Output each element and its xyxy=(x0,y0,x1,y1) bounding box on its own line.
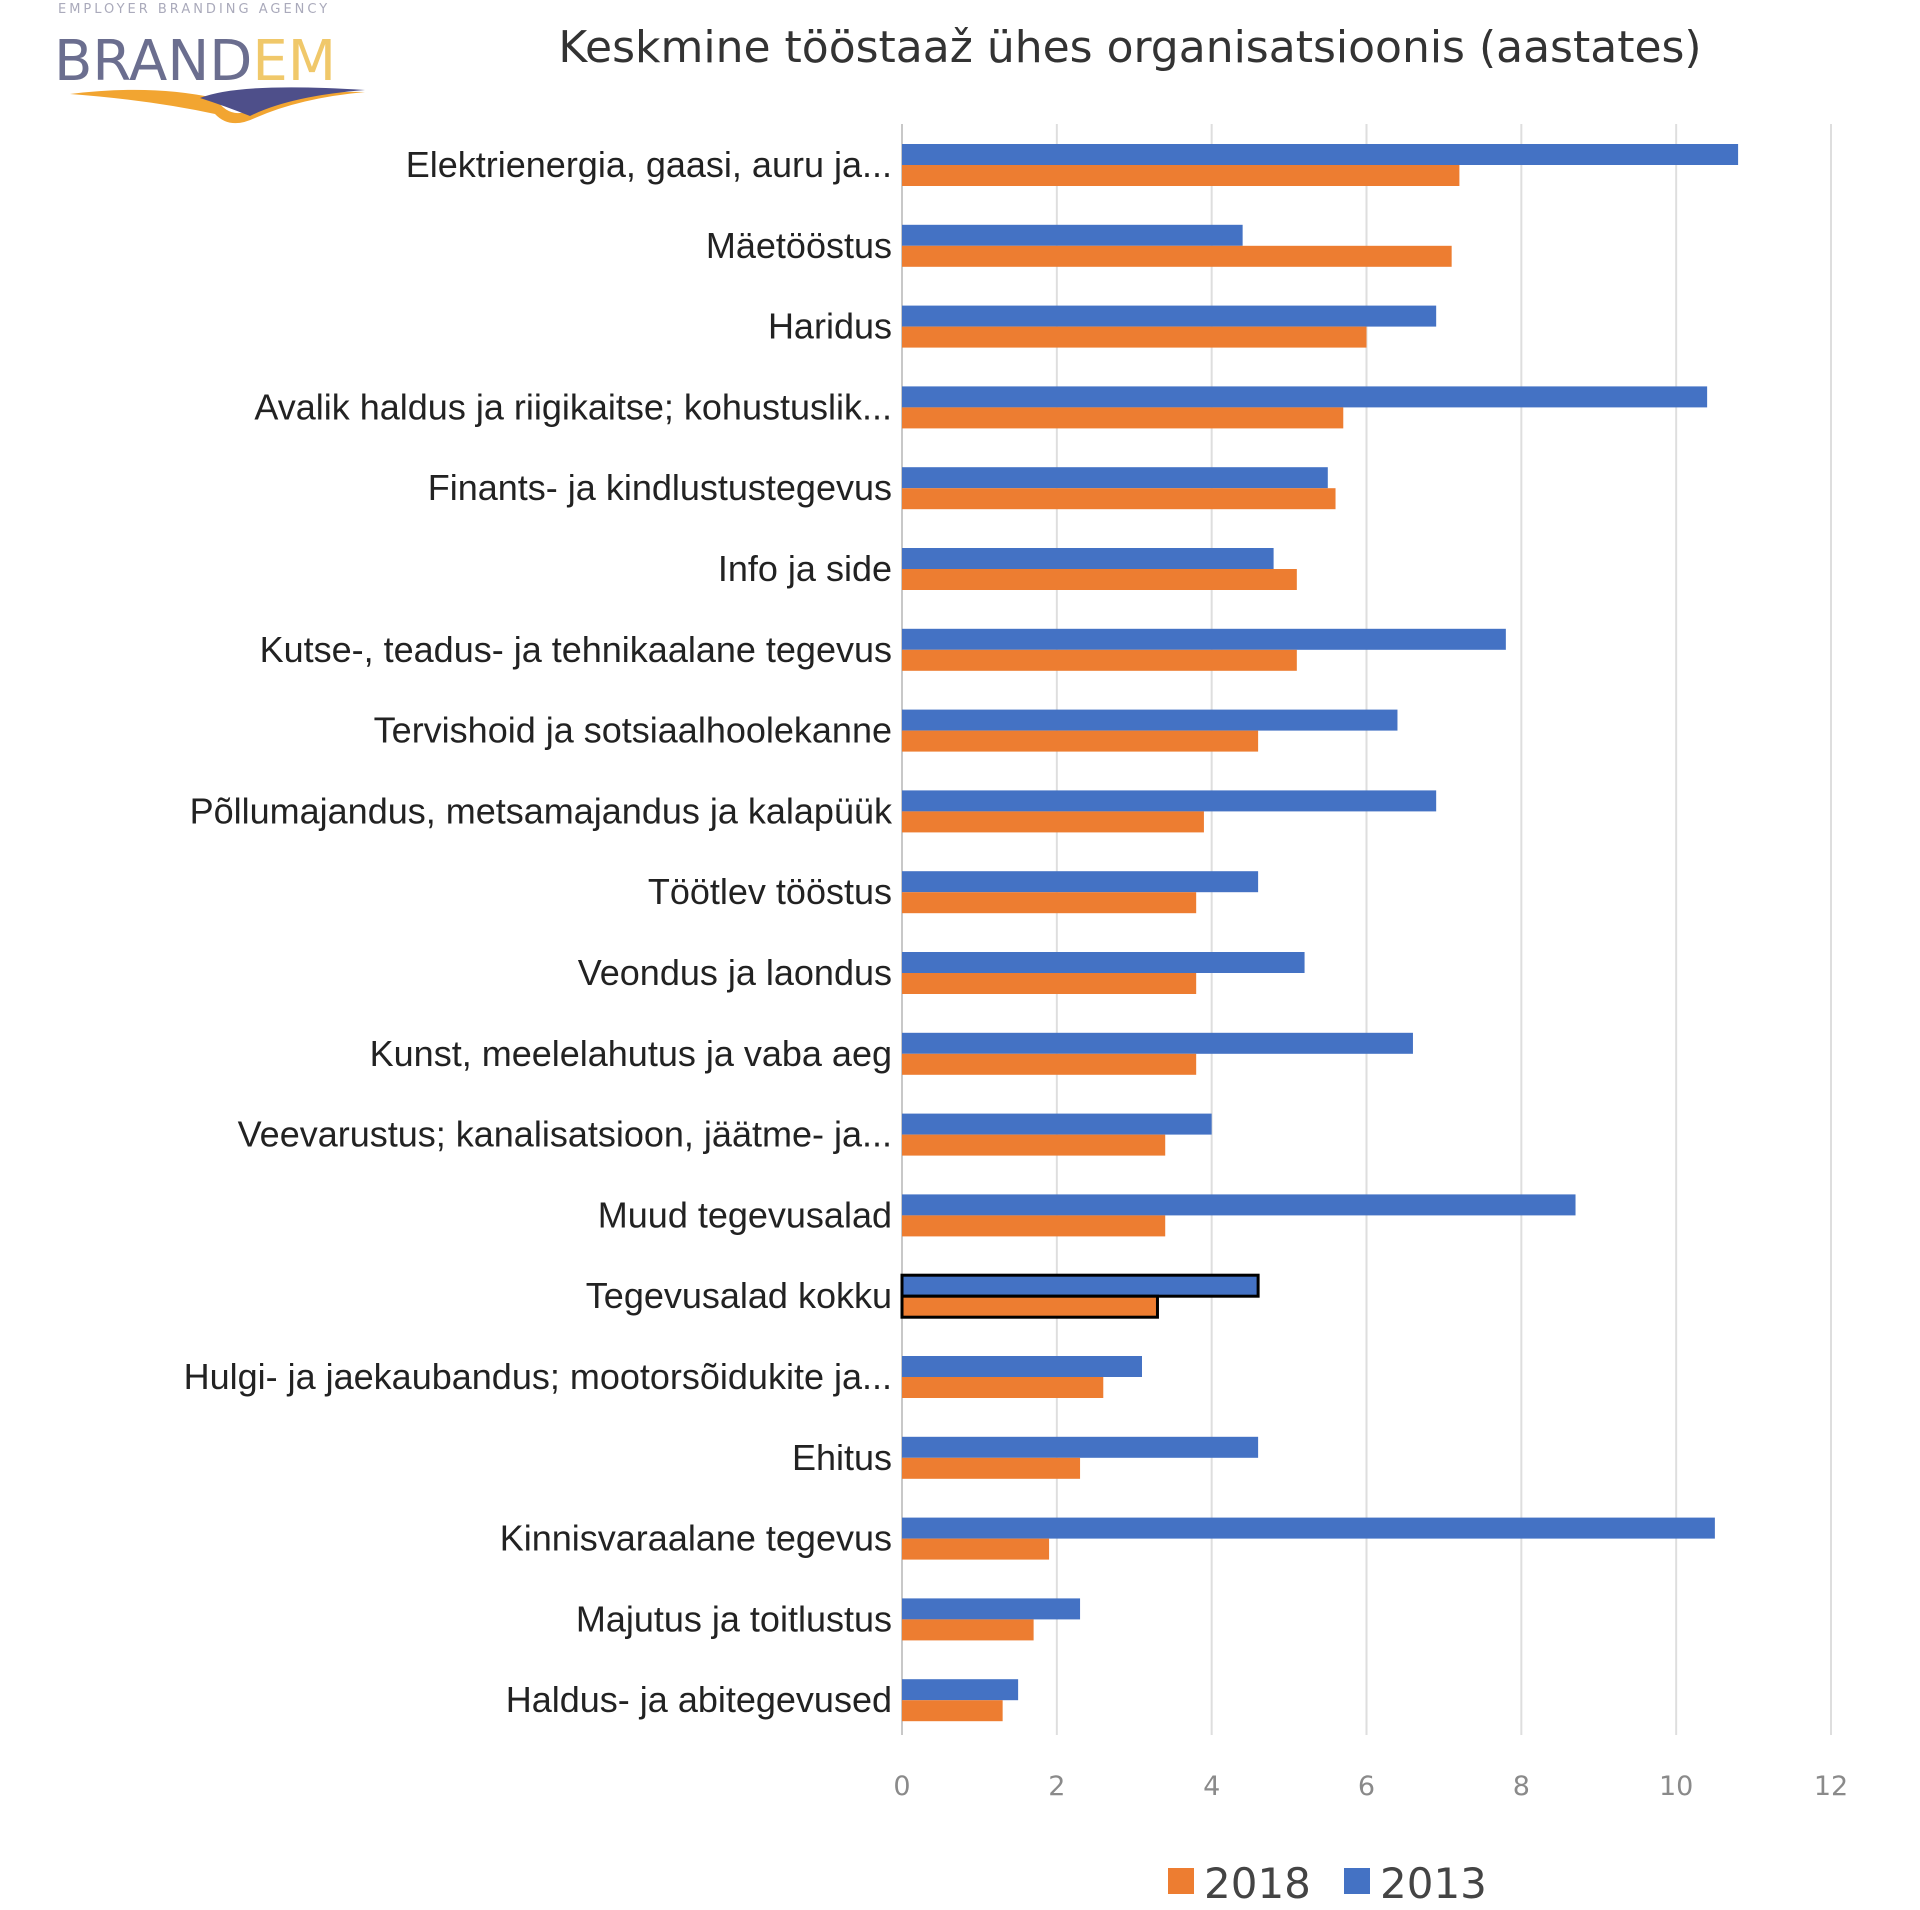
category-label: Haridus xyxy=(768,306,892,347)
bar-2013 xyxy=(902,1194,1576,1216)
bar-2018 xyxy=(902,1053,1197,1075)
bar-2018 xyxy=(902,811,1204,833)
x-tick-label: 2 xyxy=(1048,1771,1065,1802)
logo-tagline: EMPLOYER BRANDING AGENCY xyxy=(58,2,330,17)
bar-2018 xyxy=(902,488,1336,510)
bar-2018 xyxy=(902,1700,1003,1722)
bar-2013 xyxy=(902,628,1506,650)
bar-2018 xyxy=(902,649,1297,671)
bar-2013 xyxy=(902,871,1259,893)
category-label: Kutse-, teadus- ja tehnikaalane tegevus xyxy=(260,629,892,670)
category-label: Tervishoid ja sotsiaalhoolekanne xyxy=(374,710,892,751)
bar-2013 xyxy=(902,1517,1715,1539)
bar-2018 xyxy=(902,1457,1081,1479)
bar-2013 xyxy=(902,224,1243,246)
category-label: Hulgi- ja jaekaubandus; mootorsõidukite … xyxy=(184,1356,892,1397)
bar-2013 xyxy=(902,790,1437,812)
category-label: Põllumajandus, metsamajandus ja kalapüük xyxy=(190,790,893,831)
logo-bird-wing-icon xyxy=(200,87,365,116)
legend-swatch-2013 xyxy=(1344,1868,1370,1894)
category-label: Majutus ja toitlustus xyxy=(576,1598,892,1639)
category-label: Tegevusalad kokku xyxy=(586,1275,892,1316)
bar-2013 xyxy=(900,1273,1260,1298)
x-tick-label: 0 xyxy=(893,1771,910,1802)
bar-2018 xyxy=(902,407,1344,429)
bar-2018 xyxy=(902,892,1197,914)
bar-2018 xyxy=(902,326,1367,348)
bar-2013 xyxy=(902,1436,1259,1458)
bar-2013 xyxy=(902,1356,1142,1377)
category-label: Avalik haldus ja riigikaitse; kohustusli… xyxy=(254,386,892,427)
category-label: Kunst, meelelahutus ja vaba aeg xyxy=(370,1033,892,1074)
category-label: Finants- ja kindlustustegevus xyxy=(428,467,892,508)
category-label: Töötlev tööstus xyxy=(648,871,892,912)
bar-2013 xyxy=(902,467,1328,489)
category-label: Info ja side xyxy=(718,548,892,589)
category-label: Veondus ja laondus xyxy=(578,952,892,993)
category-label: Mäetööstus xyxy=(706,225,892,266)
bar-2018 xyxy=(902,1538,1050,1560)
x-tick-label: 6 xyxy=(1358,1771,1375,1802)
legend-label-2018: 2018 xyxy=(1204,1859,1311,1908)
bar-2018 xyxy=(902,165,1460,186)
x-tick-label: 10 xyxy=(1659,1771,1693,1802)
legend-swatch-2018 xyxy=(1168,1868,1194,1894)
bar-2013 xyxy=(902,386,1708,408)
bar-2013 xyxy=(902,1679,1019,1701)
bar-2018 xyxy=(902,245,1452,267)
bar-2018 xyxy=(902,730,1259,752)
bar-2013 xyxy=(902,1113,1212,1135)
x-tick-label: 4 xyxy=(1203,1771,1220,1802)
category-label: Haldus- ja abitegevused xyxy=(506,1679,892,1720)
bar-2013 xyxy=(902,144,1739,165)
bar-2018 xyxy=(902,1134,1166,1156)
category-label: Kinnisvaraalane tegevus xyxy=(500,1518,892,1559)
logo-wordmark: BRANDEM xyxy=(54,29,336,94)
bar-2013 xyxy=(902,1032,1413,1054)
bar-2018 xyxy=(902,1377,1104,1398)
category-label: Ehitus xyxy=(792,1437,892,1478)
bar-2018 xyxy=(902,973,1197,994)
x-tick-label: 8 xyxy=(1513,1771,1530,1802)
x-tick-label: 12 xyxy=(1814,1771,1848,1802)
category-label: Muud tegevusalad xyxy=(598,1194,892,1235)
bar-2013 xyxy=(902,952,1305,973)
bar-2018 xyxy=(902,569,1297,590)
brandem-logo: EMPLOYER BRANDING AGENCY BRANDEM xyxy=(54,2,365,124)
bar-2018 xyxy=(900,1294,1159,1319)
bar-2018 xyxy=(902,1619,1034,1641)
bar-2013 xyxy=(902,305,1437,327)
bar-2013 xyxy=(902,709,1398,731)
category-label: Elektrienergia, gaasi, auru ja... xyxy=(406,144,892,185)
chart-title: Keskmine tööstaaž ühes organisatsioonis … xyxy=(558,22,1701,73)
bar-2013 xyxy=(902,1598,1081,1620)
bar-2013 xyxy=(902,548,1274,569)
bar-2018 xyxy=(902,1215,1166,1237)
category-label: Veevarustus; kanalisatsioon, jäätme- ja.… xyxy=(238,1114,892,1155)
legend-label-2013: 2013 xyxy=(1380,1859,1487,1908)
